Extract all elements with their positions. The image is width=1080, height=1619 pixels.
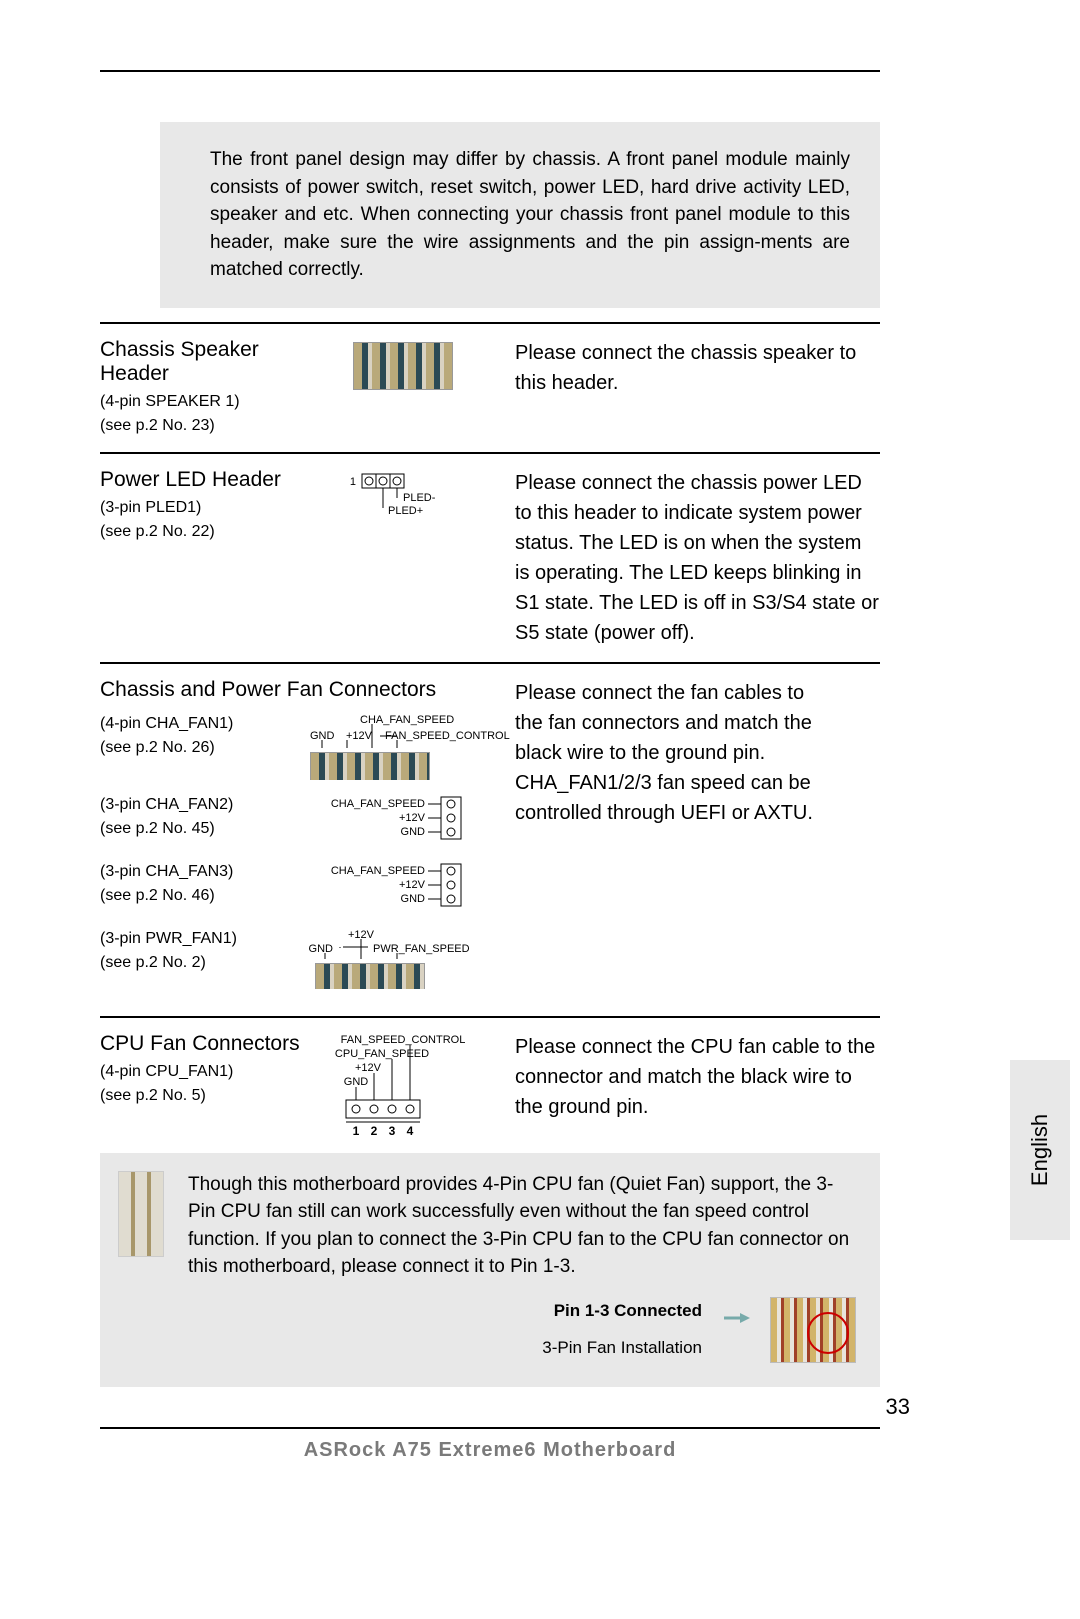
cpu-note-sub: 3-Pin Fan Installation bbox=[542, 1336, 702, 1361]
cpu-note-text: Though this motherboard provides 4-Pin C… bbox=[188, 1174, 849, 1278]
cpu-ref: (see p.2 No. 5) bbox=[100, 1084, 300, 1108]
svg-text:1: 1 bbox=[352, 1124, 359, 1138]
svg-text:PWR_FAN_SPEED: PWR_FAN_SPEED bbox=[373, 943, 470, 955]
cpu-pins: (4-pin CPU_FAN1) bbox=[100, 1060, 300, 1084]
cha3-pins: (3-pin CHA_FAN3) bbox=[100, 860, 300, 884]
svg-text:+12V: +12V bbox=[346, 730, 373, 742]
svg-text:GND: GND bbox=[400, 826, 425, 838]
cpu-diagram: FAN_SPEED_CONTROL CPU_FAN_SPEED +12V GND… bbox=[308, 1032, 498, 1142]
rule bbox=[100, 322, 880, 324]
svg-text:PLED-: PLED- bbox=[403, 492, 436, 504]
pwr-ref: (see p.2 No. 2) bbox=[100, 951, 300, 975]
pled-title: Power LED Header bbox=[100, 468, 300, 492]
svg-text:CHA_FAN_SPEED: CHA_FAN_SPEED bbox=[360, 714, 454, 726]
svg-text:+12V: +12V bbox=[355, 1062, 382, 1074]
row-pled: Power LED Header (3-pin PLED1) (see p.2 … bbox=[100, 468, 880, 648]
speaker-desc: Please connect the chassis speaker to th… bbox=[515, 338, 880, 398]
cha2-ref: (see p.2 No. 45) bbox=[100, 817, 300, 841]
pled-desc: Please connect the chassis power LED to … bbox=[515, 468, 880, 648]
cpu-notebox: Though this motherboard provides 4-Pin C… bbox=[100, 1153, 880, 1387]
svg-text:CHA_FAN_SPEED: CHA_FAN_SPEED bbox=[330, 865, 424, 877]
cha1-diagram: CHA_FAN_SPEED GND +12V FAN_SPEED_CONTROL bbox=[300, 712, 510, 782]
cha2-diagram: CHA_FAN_SPEED +12V GND bbox=[313, 793, 493, 849]
cha1-ref: (see p.2 No. 26) bbox=[100, 736, 300, 760]
language-tab-label: English bbox=[1027, 1114, 1053, 1186]
svg-text:GND: GND bbox=[400, 893, 425, 905]
cha3-ref: (see p.2 No. 46) bbox=[100, 884, 300, 908]
rule bbox=[100, 1016, 880, 1018]
cha3-diagram: CHA_FAN_SPEED +12V GND bbox=[313, 860, 493, 916]
pled-diagram: 1 PLED- PLED+ bbox=[328, 468, 478, 528]
svg-text:4: 4 bbox=[406, 1124, 413, 1138]
rule bbox=[100, 662, 880, 664]
top-rule bbox=[100, 70, 880, 72]
speaker-title: Chassis Speaker Header bbox=[100, 338, 300, 386]
svg-text:GND: GND bbox=[308, 943, 333, 955]
row-fans-header: Chassis and Power Fan Connectors Please … bbox=[100, 678, 880, 706]
notebox-text: The front panel design may differ by cha… bbox=[210, 149, 850, 280]
fans-desc: Please connect the fan cables to the fan… bbox=[515, 678, 815, 828]
pled-pins: (3-pin PLED1) bbox=[100, 496, 300, 520]
row-cpu: CPU Fan Connectors (4-pin CPU_FAN1) (see… bbox=[100, 1032, 880, 1147]
svg-text:+12V: +12V bbox=[399, 812, 426, 824]
row-cha3: (3-pin CHA_FAN3) (see p.2 No. 46) CHA_FA… bbox=[100, 860, 880, 921]
fans-title: Chassis and Power Fan Connectors bbox=[100, 678, 515, 702]
svg-text:FAN_SPEED_CONTROL: FAN_SPEED_CONTROL bbox=[340, 1034, 465, 1046]
cpu-note-thumb bbox=[118, 1171, 164, 1257]
svg-text:+12V: +12V bbox=[399, 879, 426, 891]
svg-text:2: 2 bbox=[370, 1124, 377, 1138]
pled-ref: (see p.2 No. 22) bbox=[100, 520, 300, 544]
cpu-note-photo bbox=[770, 1297, 856, 1363]
svg-text:1: 1 bbox=[349, 476, 355, 488]
speaker-ref: (see p.2 No. 23) bbox=[100, 414, 300, 438]
cpu-note-bold: Pin 1-3 Connected bbox=[542, 1299, 702, 1324]
pwr-pins: (3-pin PWR_FAN1) bbox=[100, 927, 300, 951]
rule bbox=[100, 452, 880, 454]
cha1-pins: (4-pin CHA_FAN1) bbox=[100, 712, 300, 736]
row-speaker: Chassis Speaker Header (4-pin SPEAKER 1)… bbox=[100, 338, 880, 438]
row-pwr: (3-pin PWR_FAN1) (see p.2 No. 2) +12V GN… bbox=[100, 927, 880, 1002]
cpu-title: CPU Fan Connectors bbox=[100, 1032, 300, 1056]
svg-text:FAN_SPEED_CONTROL: FAN_SPEED_CONTROL bbox=[385, 730, 510, 742]
page-content: The front panel design may differ by cha… bbox=[100, 0, 880, 1462]
cha2-pins: (3-pin CHA_FAN2) bbox=[100, 793, 300, 817]
speaker-pins: (4-pin SPEAKER 1) bbox=[100, 390, 300, 414]
svg-text:CPU_FAN_SPEED: CPU_FAN_SPEED bbox=[334, 1048, 428, 1060]
arrow-icon bbox=[722, 1310, 750, 1350]
svg-text:3: 3 bbox=[388, 1124, 395, 1138]
language-tab: English bbox=[1010, 1060, 1070, 1240]
front-panel-notebox: The front panel design may differ by cha… bbox=[160, 122, 880, 308]
speaker-photo bbox=[353, 342, 453, 390]
footer-text: ASRock A75 Extreme6 Motherboard bbox=[100, 1429, 880, 1462]
svg-text:PLED+: PLED+ bbox=[388, 505, 423, 517]
cpu-desc: Please connect the CPU fan cable to the … bbox=[515, 1032, 880, 1122]
svg-text:GND: GND bbox=[343, 1076, 368, 1088]
svg-text:CHA_FAN_SPEED: CHA_FAN_SPEED bbox=[330, 798, 424, 810]
pwr-diagram: +12V GND PWR_FAN_SPEED bbox=[303, 927, 503, 997]
page-number: 33 bbox=[886, 1394, 910, 1420]
